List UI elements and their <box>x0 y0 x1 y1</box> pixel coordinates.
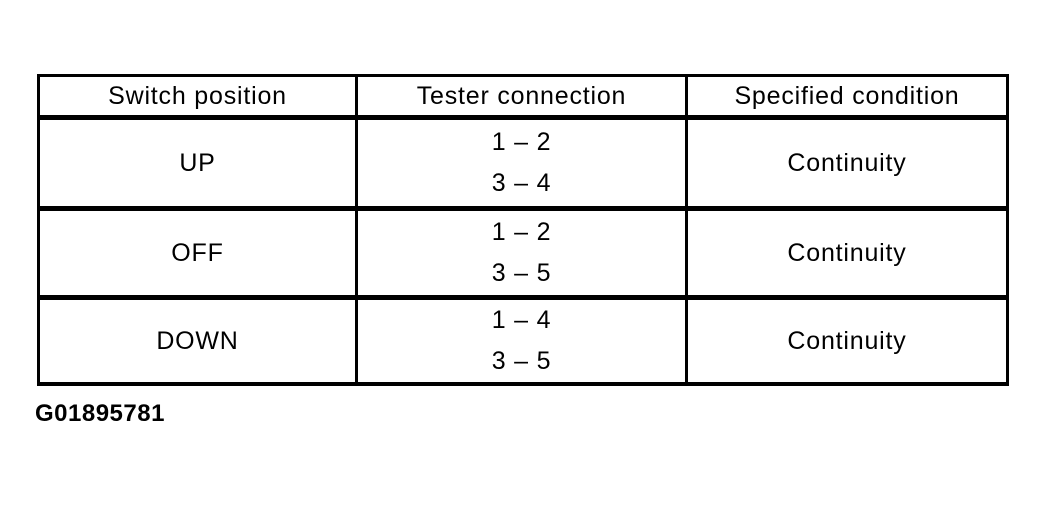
column-header-tester-connection: Tester connection <box>355 74 688 120</box>
cell-specified-condition: Continuity <box>685 116 1009 211</box>
connection-line: 1 – 2 <box>491 128 552 156</box>
connection-line: 3 – 4 <box>491 169 552 197</box>
connection-line: 1 – 4 <box>491 306 552 334</box>
switch-continuity-table: Switch position Tester connection Specif… <box>37 74 1009 386</box>
table-row-off: OFF 1 – 2 3 – 5 Continuity <box>37 207 1009 300</box>
figure-id-label: G01895781 <box>35 400 165 427</box>
table-row-up: UP 1 – 2 3 – 4 Continuity <box>37 116 1009 211</box>
cell-tester-connection: 1 – 2 3 – 5 <box>355 207 688 300</box>
cell-specified-condition: Continuity <box>685 296 1009 386</box>
connection-line: 3 – 5 <box>491 347 552 375</box>
connection-line: 3 – 5 <box>491 259 552 287</box>
column-header-switch-position: Switch position <box>37 74 358 120</box>
table-row-down: DOWN 1 – 4 3 – 5 Continuity <box>37 296 1009 386</box>
header-row: Switch position Tester connection Specif… <box>37 74 1009 120</box>
connection-line: 1 – 2 <box>491 218 552 246</box>
cell-specified-condition: Continuity <box>685 207 1009 300</box>
cell-tester-connection: 1 – 2 3 – 4 <box>355 116 688 211</box>
column-header-specified-condition: Specified condition <box>685 74 1009 120</box>
cell-switch-position: DOWN <box>37 296 358 386</box>
cell-tester-connection: 1 – 4 3 – 5 <box>355 296 688 386</box>
cell-switch-position: UP <box>37 116 358 211</box>
cell-switch-position: OFF <box>37 207 358 300</box>
